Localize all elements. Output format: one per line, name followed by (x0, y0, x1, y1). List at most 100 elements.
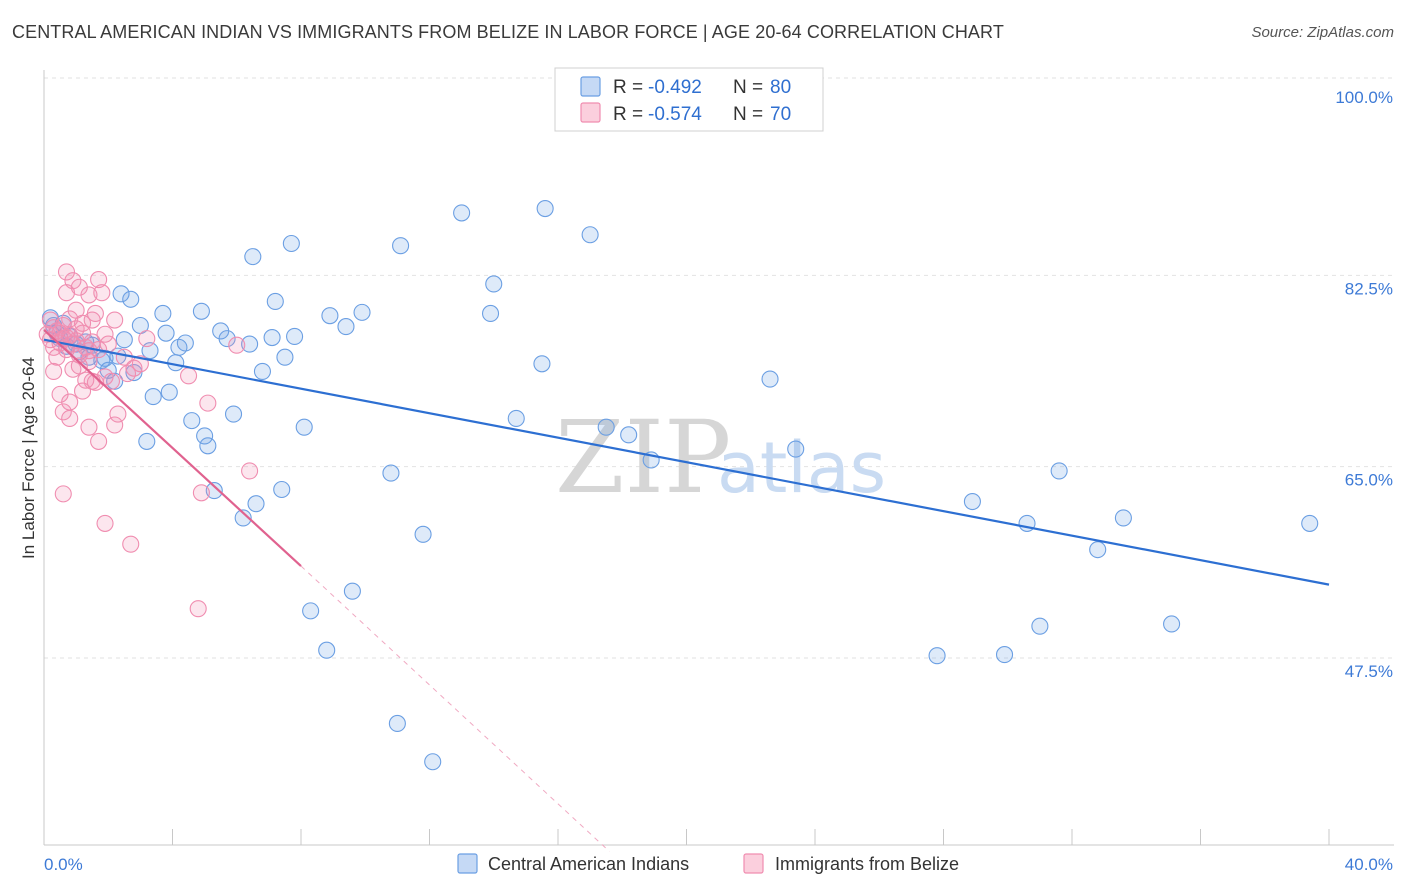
legend-n-label-1: N = (733, 77, 763, 98)
trend-lines (43, 329, 1330, 852)
trend-line-extension-immigrants-from-belize (300, 565, 610, 852)
point-immigrants-from-belize (192, 484, 210, 502)
point-central-american-indians (115, 331, 133, 349)
y-tick-label: 82.5% (1345, 279, 1393, 298)
point-central-american-indians (533, 355, 551, 373)
point-central-american-indians (144, 388, 162, 406)
point-central-american-indians (125, 363, 143, 382)
point-central-american-indians (1301, 514, 1319, 532)
point-central-american-indians (176, 334, 194, 352)
point-central-american-indians (392, 237, 410, 255)
point-central-american-indians (218, 330, 236, 348)
point-immigrants-from-belize (96, 514, 114, 532)
point-immigrants-from-belize (64, 272, 82, 290)
trend-line-immigrants-from-belize (43, 329, 302, 567)
point-central-american-indians (318, 641, 336, 659)
point-immigrants-from-belize (61, 409, 79, 427)
point-immigrants-from-belize (189, 600, 207, 618)
gridlines (44, 77, 1394, 659)
point-central-american-indians (273, 480, 291, 499)
y-tick-label: 65.0% (1345, 471, 1393, 490)
point-immigrants-from-belize (122, 535, 140, 553)
y-tick-label: 47.5% (1345, 662, 1393, 681)
point-central-american-indians (302, 602, 320, 620)
point-central-american-indians (388, 714, 406, 733)
point-central-american-indians (157, 324, 175, 342)
point-immigrants-from-belize (67, 301, 85, 319)
point-immigrants-from-belize (80, 286, 98, 304)
point-immigrants-from-belize (180, 367, 198, 385)
point-central-american-indians (160, 383, 178, 401)
point-central-american-indians (199, 437, 217, 455)
chart-title: CENTRAL AMERICAN INDIAN VS IMMIGRANTS FR… (12, 22, 1004, 42)
point-central-american-indians (620, 426, 638, 444)
point-central-american-indians (424, 753, 442, 771)
point-central-american-indians (253, 362, 272, 380)
point-central-american-indians (485, 275, 503, 293)
legend-r-label-1: R = (613, 77, 643, 98)
point-central-american-indians (224, 405, 243, 423)
point-immigrants-from-belize (57, 328, 76, 347)
point-immigrants-from-belize (57, 263, 76, 281)
point-immigrants-from-belize (80, 418, 98, 436)
point-central-american-indians (337, 318, 355, 336)
point-central-american-indians (453, 204, 471, 222)
point-central-american-indians (1031, 617, 1049, 635)
point-central-american-indians (414, 525, 432, 543)
point-central-american-indians (112, 285, 130, 303)
point-immigrants-from-belize (102, 372, 121, 390)
point-immigrants-from-belize (54, 403, 72, 421)
point-central-american-indians (928, 647, 946, 665)
point-central-american-indians (321, 307, 339, 325)
point-immigrants-from-belize (106, 311, 124, 329)
point-central-american-indians (154, 304, 172, 323)
point-central-american-indians (1089, 541, 1107, 559)
point-immigrants-from-belize (61, 393, 79, 411)
point-central-american-indians (196, 427, 214, 445)
bottom-legend-label-series2: Immigrants from Belize (775, 854, 959, 874)
point-central-american-indians (93, 351, 111, 370)
point-central-american-indians (138, 432, 156, 450)
point-immigrants-from-belize (199, 394, 217, 412)
point-central-american-indians (761, 370, 779, 388)
point-immigrants-from-belize (93, 284, 111, 302)
x-axis-ticks (43, 829, 1330, 845)
series-legend: Central American Indians Immigrants from… (457, 853, 959, 874)
point-immigrants-from-belize (109, 405, 127, 423)
legend-r-value-2: -0.574 (648, 104, 702, 125)
legend-n-value-1: 80 (770, 77, 791, 98)
point-immigrants-from-belize (90, 271, 108, 289)
point-immigrants-from-belize (241, 462, 259, 480)
point-central-american-indians (247, 495, 265, 513)
point-immigrants-from-belize (228, 336, 246, 354)
point-central-american-indians (276, 348, 294, 366)
point-immigrants-from-belize (96, 325, 114, 343)
series-central-american-indians-points (41, 199, 1319, 771)
point-immigrants-from-belize (70, 357, 88, 375)
legend-swatch-series1 (580, 76, 601, 97)
legend-r-label-2: R = (613, 104, 643, 125)
point-central-american-indians (963, 492, 981, 511)
bottom-legend-label-series1: Central American Indians (488, 854, 689, 874)
point-central-american-indians (295, 418, 313, 436)
point-central-american-indians (122, 290, 140, 308)
y-axis-tick-labels: 47.5% 65.0% 82.5% 100.0% (1335, 88, 1393, 681)
point-immigrants-from-belize (74, 324, 92, 342)
point-immigrants-from-belize (138, 330, 156, 348)
point-central-american-indians (382, 464, 400, 482)
y-tick-label: 100.0% (1335, 88, 1393, 107)
legend-r-value-1: -0.492 (648, 77, 702, 98)
point-immigrants-from-belize (45, 362, 63, 380)
bottom-legend-swatch-series1 (457, 853, 478, 874)
point-central-american-indians (1163, 615, 1181, 633)
point-central-american-indians (787, 440, 805, 458)
point-central-american-indians (205, 482, 223, 500)
point-central-american-indians (183, 412, 201, 430)
point-central-american-indians (1050, 462, 1068, 480)
point-central-american-indians (1114, 509, 1132, 527)
point-central-american-indians (536, 199, 554, 218)
bottom-legend-swatch-series2 (743, 853, 764, 874)
point-central-american-indians (192, 302, 210, 320)
point-central-american-indians (353, 303, 371, 321)
point-central-american-indians (263, 328, 281, 347)
